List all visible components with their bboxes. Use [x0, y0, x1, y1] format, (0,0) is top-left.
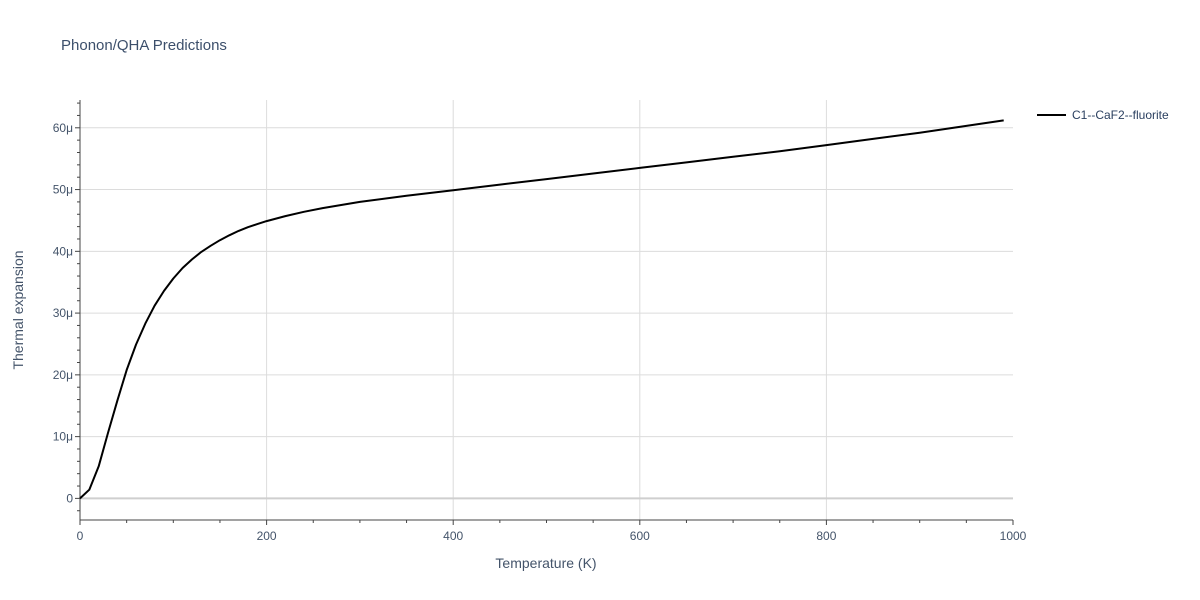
chart-title: Phonon/QHA Predictions	[61, 37, 227, 54]
y-tick-label: 10μ	[53, 430, 73, 444]
y-tick-label: 50μ	[53, 183, 73, 197]
y-tick-label: 0	[66, 491, 73, 505]
y-tick-label: 60μ	[53, 121, 73, 135]
axes-layer: 0 200 400 600 800 1000 0 10μ 20μ 30μ 40μ 50μ 60μ	[53, 100, 1027, 543]
grid-layer	[80, 100, 1013, 520]
x-axis-title: Temperature (K)	[495, 555, 596, 571]
x-tick-label: 1000	[1000, 529, 1027, 543]
y-tick-label: 30μ	[53, 306, 73, 320]
x-tick-label: 400	[443, 529, 463, 543]
legend[interactable]: C1--CaF2--fluorite	[1037, 108, 1169, 122]
x-tick-label: 0	[77, 529, 84, 543]
y-tick-label: 40μ	[53, 244, 73, 258]
x-tick-label: 200	[257, 529, 277, 543]
x-tick-label: 800	[816, 529, 836, 543]
x-tick-label: 600	[630, 529, 650, 543]
y-tick-label: 20μ	[53, 368, 73, 382]
y-axis-title: Thermal expansion	[10, 250, 26, 369]
series-line[interactable]	[79, 119, 1004, 500]
series-layer	[79, 119, 1004, 500]
legend-label: C1--CaF2--fluorite	[1072, 108, 1169, 122]
